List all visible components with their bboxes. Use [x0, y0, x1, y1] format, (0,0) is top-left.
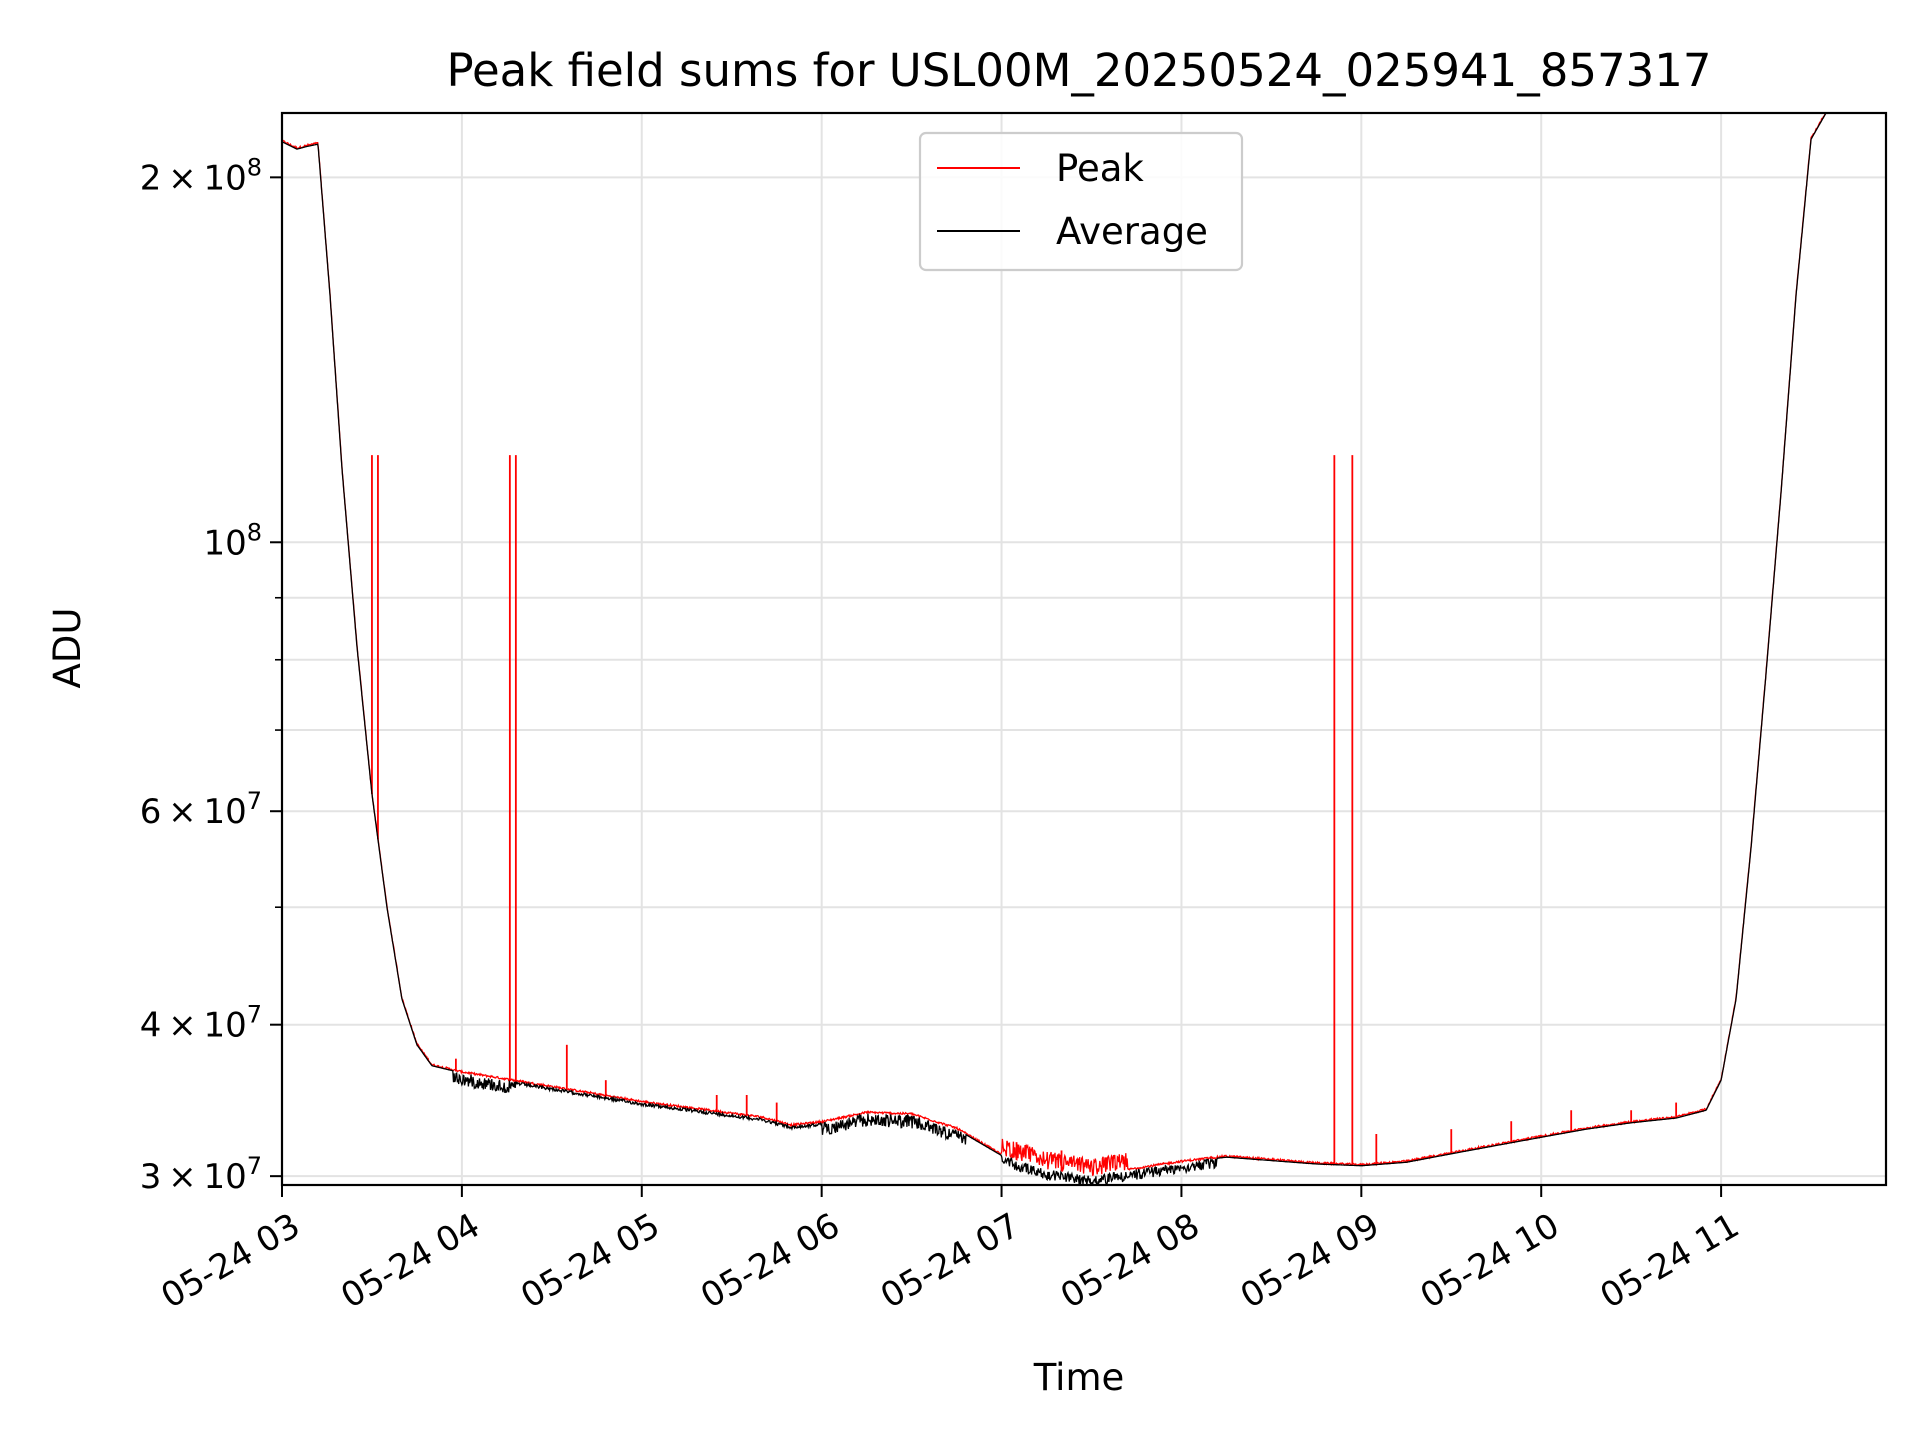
y-tick-label: 3 × 107 [140, 1152, 262, 1197]
legend-label-peak: Peak [1056, 147, 1144, 190]
y-axis-label: ADU [46, 608, 89, 689]
chart-title: Peak field sums for USL00M_20250524_0259… [446, 44, 1711, 97]
plot-frame [280, 111, 1888, 1187]
y-tick-label: 108 [203, 518, 262, 563]
legend-label-average: Average [1056, 210, 1208, 253]
y-tick-label: 2 × 108 [140, 153, 262, 198]
x-axis-label: Time [1033, 1356, 1125, 1399]
y-tick-label: 4 × 107 [140, 1001, 262, 1046]
series-line-average [282, 113, 1841, 1185]
series-layer [282, 113, 1841, 1185]
legend: Peak Average [918, 131, 1244, 272]
y-tick-label: 6 × 107 [140, 787, 262, 832]
